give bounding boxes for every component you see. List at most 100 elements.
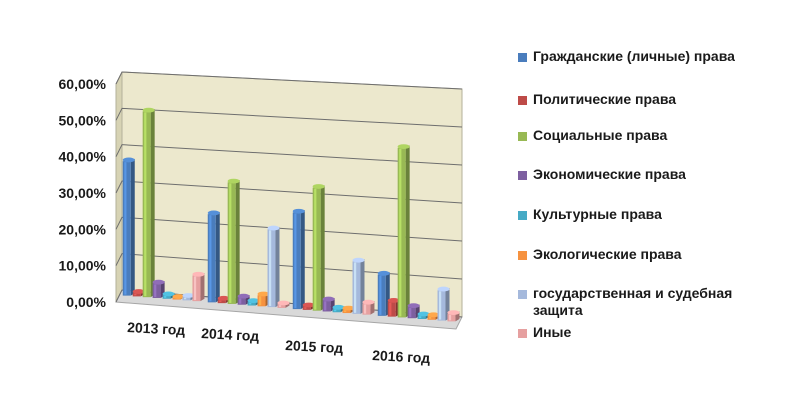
y-tick-label: 40,00% [59, 149, 107, 165]
bar-front [182, 296, 191, 301]
bar-front [417, 315, 426, 320]
bar-top [277, 300, 290, 306]
legend-label: государственная и судебная защита [533, 285, 733, 318]
bar-front [192, 275, 201, 302]
legend-item: Иные [518, 324, 778, 341]
y-tick-label: 50,00% [59, 112, 107, 128]
bar-side [130, 158, 135, 296]
bar-highlight [419, 316, 422, 319]
bar [207, 210, 220, 303]
bar-highlight [164, 296, 167, 298]
bar-front [322, 300, 331, 312]
bar-top [427, 312, 440, 318]
bar-top [192, 271, 205, 277]
bar-side [150, 108, 155, 298]
gridline [115, 216, 463, 242]
legend-swatch [518, 171, 527, 180]
legend-item: Политические права [518, 91, 778, 108]
bar-front [397, 147, 406, 318]
legend-swatch [518, 329, 527, 338]
bar-highlight [304, 307, 307, 309]
bar-highlight [314, 188, 317, 310]
bar-highlight [379, 275, 382, 315]
bar-highlight [363, 304, 367, 314]
back-wall [121, 71, 463, 318]
bar-highlight [353, 262, 357, 313]
bar-highlight [219, 300, 222, 303]
bar-highlight [209, 215, 212, 302]
bar-top [142, 107, 155, 113]
bar [397, 144, 410, 318]
bar-front [302, 306, 311, 310]
legend-item: Социальные права [518, 127, 778, 144]
legend-item: Культурные права [518, 206, 778, 223]
bar-front [132, 292, 141, 297]
bar-top [247, 298, 260, 304]
bar-side [215, 211, 220, 303]
bar-side [300, 210, 305, 310]
legend-label: Гражданские (личные) права [533, 48, 735, 64]
bar-front [152, 283, 161, 298]
bar-front [237, 297, 246, 305]
bar-highlight [259, 296, 262, 306]
bar-side [405, 145, 410, 318]
bar [237, 293, 250, 305]
bar-highlight [389, 302, 392, 316]
bar-top [267, 225, 280, 231]
bar-front [352, 261, 361, 314]
bar-front [342, 309, 351, 314]
gridline [115, 107, 463, 128]
bar-front [447, 313, 456, 322]
bar-top [172, 294, 185, 299]
gridline [115, 180, 463, 204]
legend-item: Экологические права [518, 246, 778, 263]
bar-top [292, 208, 305, 214]
legend-swatch [518, 53, 527, 62]
legend-item: Экономические права [518, 166, 778, 183]
bar-highlight [229, 183, 232, 303]
bar-front [247, 301, 256, 306]
bar-highlight [409, 307, 412, 318]
bar-front [292, 212, 301, 310]
bar [277, 300, 290, 308]
bar-top [217, 295, 230, 301]
bar [267, 225, 280, 308]
x-category-label: 2013 год [127, 319, 186, 338]
bar-top [257, 291, 270, 297]
bar-top [312, 184, 325, 189]
bar-side [275, 226, 280, 308]
bar-top [132, 289, 145, 294]
legend-swatch [518, 96, 527, 105]
legend-label: Экологические права [533, 246, 682, 262]
bar-front [162, 295, 171, 299]
bar-side [360, 258, 365, 314]
bar-front [207, 214, 216, 303]
bar-top [332, 304, 345, 310]
bar-front [122, 161, 131, 296]
bar-front [217, 299, 226, 304]
legend-label: Социальные права [533, 127, 668, 143]
legend-swatch [518, 132, 527, 141]
bar-top [182, 293, 195, 298]
gridline [115, 253, 463, 280]
bar-top [377, 270, 390, 276]
bar-highlight [278, 305, 282, 307]
bar [292, 208, 305, 310]
y-tick-label: 10,00% [59, 258, 107, 274]
bar [192, 271, 205, 302]
bar-top [362, 299, 375, 305]
bar-top [162, 291, 175, 297]
bar [352, 257, 365, 314]
y-tick-label: 30,00% [59, 185, 107, 201]
bar-highlight [324, 301, 327, 311]
bar-side [235, 179, 240, 304]
bar-front [227, 182, 236, 304]
legend-label: Иные [533, 324, 572, 340]
bar-front [437, 290, 446, 321]
bar-highlight [124, 162, 127, 295]
bar-front [312, 187, 321, 311]
bar-front [377, 274, 386, 316]
bar-top [302, 302, 315, 308]
legend-swatch [518, 251, 527, 260]
y-axis-ticks: 0,00% 10,00% 20,00% 30,00% 40,00% 50,00% 60,00… [59, 76, 107, 310]
